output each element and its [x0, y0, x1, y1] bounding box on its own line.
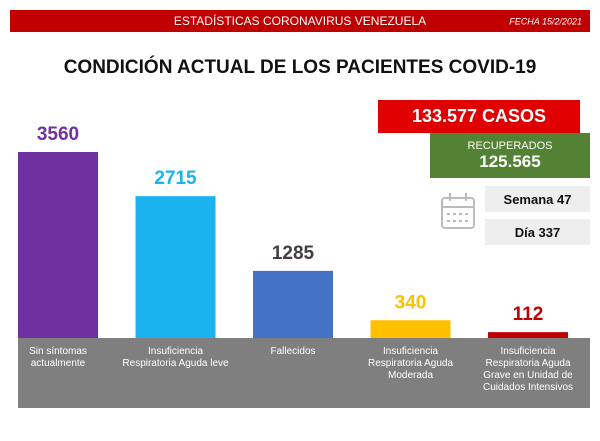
recovered-label: RECUPERADOS: [467, 139, 553, 152]
category-label: Sin síntomas actualmente: [29, 346, 87, 369]
category-band: [18, 338, 590, 408]
cases: 133.577 CASOS: [411, 106, 547, 126]
bar: [253, 270, 333, 338]
recovered-value: 125.565: [479, 151, 541, 171]
value-label: 2715: [154, 168, 197, 189]
day-box: Día 337: [485, 219, 590, 245]
calendar-icon: [441, 193, 475, 229]
category-label: Insuficiencia Respiratoria Aguda leve: [122, 346, 229, 369]
category-label: Insuficiencia Respiratoria Aguda Moderad…: [367, 346, 454, 381]
recovered-box: RECUPERADOS 125.565: [430, 133, 590, 178]
week: Semana 47: [503, 191, 572, 207]
header-banner: [10, 10, 590, 32]
category-label: Fallecidos: [270, 346, 316, 357]
bar: [135, 196, 216, 338]
bar: [18, 152, 98, 338]
cases-box: 133.577 CASOS: [378, 100, 580, 133]
day: Día 337: [514, 224, 561, 240]
category-label: Insuficiencia Respiratoria Aguda Grave e…: [482, 346, 574, 393]
week-box: Semana 47: [485, 186, 590, 212]
chart-title: CONDICIÓN ACTUAL DE LOS PACIENTES COVID-…: [64, 56, 537, 78]
bar: [488, 332, 568, 338]
value-label: 1285: [272, 243, 315, 264]
bar: [370, 320, 451, 338]
header-date: FECHA 15/2/2021: [509, 16, 582, 26]
value-label: 3560: [37, 124, 79, 145]
header-title: ESTADÍSTICAS CORONAVIRUS VENEZUELA: [174, 13, 426, 28]
value-label: 112: [513, 304, 544, 325]
value-label: 340: [395, 292, 427, 313]
